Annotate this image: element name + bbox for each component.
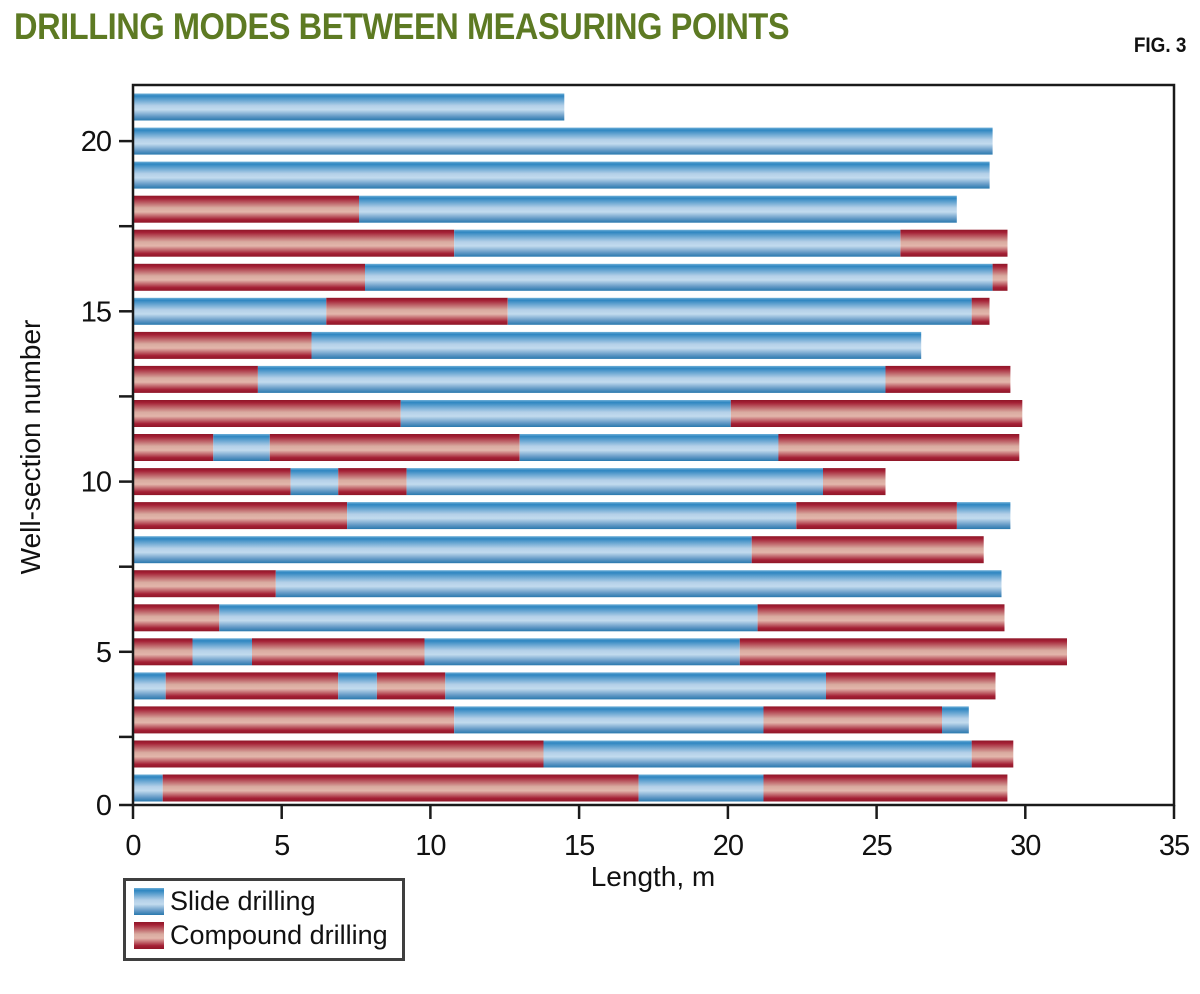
bar-segment-well12-compound: [730, 400, 1023, 427]
x-tick-label: 35: [1159, 830, 1189, 862]
bar-segment-well11-compound: [269, 434, 520, 461]
bar-segment-well6-slide: [219, 604, 758, 632]
bar-segment-well3-slide: [454, 706, 764, 734]
bar-segment-well11-slide: [519, 434, 779, 461]
x-tick-label: 0: [125, 830, 140, 862]
bar-segment-well7-slide: [275, 570, 1002, 598]
bar-segment-well12-compound: [133, 400, 401, 427]
x-axis-label: Length, m: [591, 861, 716, 892]
x-tick-label: 5: [274, 830, 289, 862]
x-tick-label: 20: [713, 830, 743, 862]
x-tick-label: 10: [415, 830, 445, 862]
bar-segment-well1-slide: [638, 774, 764, 802]
bar-segment-well15-compound: [326, 297, 508, 325]
y-tick-label: 0: [96, 790, 111, 822]
bar-segment-well3-compound: [763, 706, 942, 734]
bar-segment-well4-compound: [376, 672, 446, 700]
bar-segment-well14-compound: [133, 331, 312, 359]
bar-segment-well5-compound: [739, 638, 1067, 666]
bar-segment-well9-compound: [796, 502, 957, 530]
bar-segment-well4-slide: [445, 672, 826, 700]
y-tick-label: 15: [81, 296, 111, 328]
bar-segment-well12-slide: [400, 400, 731, 427]
legend-swatch-compound-drilling: [134, 922, 164, 949]
bar-segment-well10-compound: [133, 468, 291, 496]
bar-segment-well5-compound: [133, 638, 193, 666]
bar-segment-well6-compound: [757, 604, 1005, 632]
bar-segment-well2-compound: [971, 740, 1014, 768]
bar-segment-well18-slide: [359, 195, 957, 223]
legend: Slide drilling Compound drilling: [123, 878, 405, 961]
bar-segment-well17-compound: [133, 229, 455, 257]
bar-segment-well5-compound: [252, 638, 425, 666]
legend-item-slide: Slide drilling: [134, 886, 388, 917]
bar-segment-well7-compound: [133, 570, 276, 598]
ticks-group: [119, 139, 1176, 819]
bar-segment-well11-compound: [778, 434, 1020, 461]
legend-label-compound-drilling: Compound drilling: [170, 920, 388, 950]
y-axis-label: Well-section number: [15, 320, 46, 575]
x-tick-label: 25: [861, 830, 891, 862]
bar-segment-well1-slide: [133, 774, 163, 802]
bar-segment-well18-compound: [133, 195, 359, 223]
bar-segment-well14-slide: [311, 331, 922, 359]
bar-segment-well6-compound: [133, 604, 220, 632]
bar-segment-well15-slide: [133, 297, 327, 325]
legend-label-slide-drilling: Slide drilling: [170, 886, 316, 916]
bar-segment-well9-slide: [956, 502, 1011, 530]
bars-group: [133, 93, 1067, 802]
bar-segment-well8-compound: [751, 536, 984, 564]
bar-segment-well5-slide: [192, 638, 252, 666]
bar-segment-well19-slide: [133, 161, 990, 189]
bar-segment-well17-slide: [454, 229, 901, 257]
bar-segment-well4-compound: [165, 672, 339, 700]
bar-segment-well20-slide: [133, 127, 993, 155]
bar-segment-well13-compound: [133, 365, 258, 393]
bar-segment-well15-slide: [507, 297, 972, 325]
bar-segment-well13-slide: [257, 365, 886, 393]
tick-labels-group: 0 5 10 15 20 25 30 35 0 5 10 15 20: [81, 126, 1190, 862]
bar-segment-well21-slide: [133, 93, 565, 121]
bar-segment-well4-compound: [826, 672, 996, 700]
bar-segment-well10-slide: [406, 468, 823, 496]
bar-segment-well8-slide: [133, 536, 752, 564]
bar-segment-well5-slide: [424, 638, 740, 666]
y-tick-label: 20: [81, 126, 111, 158]
bar-segment-well10-compound: [823, 468, 886, 496]
bar-segment-well11-slide: [213, 434, 270, 461]
y-tick-label: 10: [81, 467, 111, 499]
x-tick-label: 30: [1010, 830, 1040, 862]
bar-segment-well2-slide: [543, 740, 972, 768]
bar-segment-well4-slide: [338, 672, 377, 700]
bar-segment-well16-compound: [133, 263, 365, 291]
bar-segment-well15-compound: [971, 297, 990, 325]
bar-segment-well3-slide: [942, 706, 969, 734]
bar-segment-well9-compound: [133, 502, 348, 530]
bar-segment-well13-compound: [885, 365, 1011, 393]
bar-segment-well2-compound: [133, 740, 544, 768]
bar-segment-well1-compound: [763, 774, 1008, 802]
bar-segment-well16-slide: [365, 263, 993, 291]
bar-segment-well10-slide: [290, 468, 339, 496]
bar-segment-well10-compound: [338, 468, 407, 496]
bar-segment-well1-compound: [162, 774, 639, 802]
legend-item-compound: Compound drilling: [134, 920, 388, 951]
bar-segment-well3-compound: [133, 706, 455, 734]
legend-swatch-slide-drilling: [134, 888, 164, 915]
plot-frame: [131, 83, 1176, 807]
figure-number-label: FIG. 3: [1133, 34, 1186, 57]
bar-segment-well9-slide: [347, 502, 797, 530]
y-tick-label: 5: [96, 637, 111, 669]
bar-segment-well4-slide: [133, 672, 166, 700]
bar-segment-well16-compound: [992, 263, 1008, 291]
bar-segment-well17-compound: [900, 229, 1008, 257]
chart-title: DRILLING MODES BETWEEN MEASURING POINTS: [14, 6, 790, 47]
x-tick-label: 15: [564, 830, 594, 862]
bar-segment-well11-compound: [133, 434, 214, 461]
